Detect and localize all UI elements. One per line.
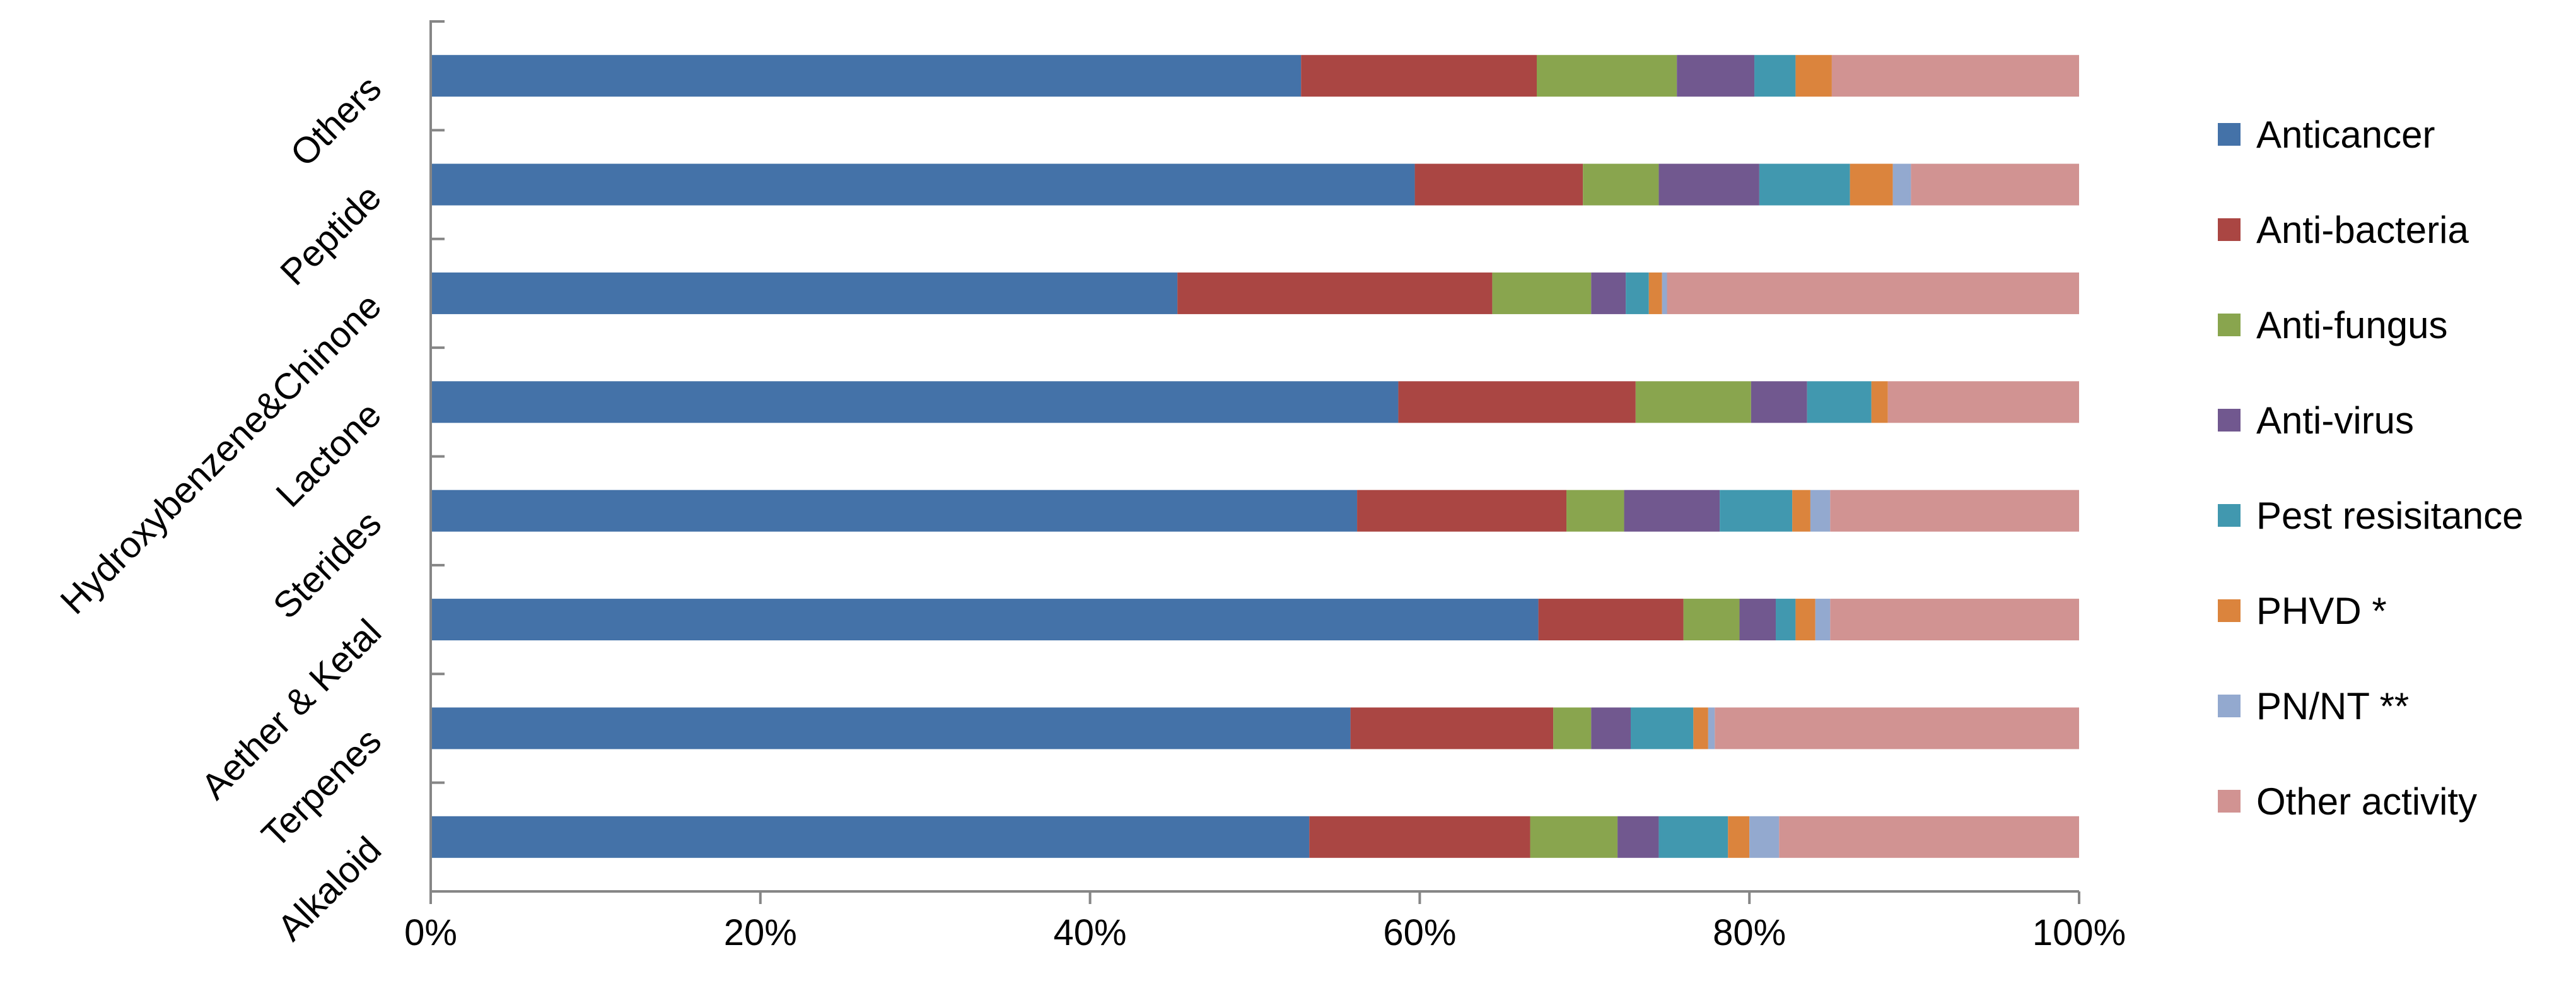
bar-sterides-other-activity [1830, 490, 2079, 532]
legend-swatch-pest-resisitance [2218, 504, 2241, 527]
bar-sterides-phvd [1792, 490, 1810, 532]
legend-swatch-anticancer [2218, 123, 2241, 146]
x-tick-label: 20% [724, 912, 797, 953]
bar-hydroxybenzene-chinone-pn-nt [1662, 272, 1667, 314]
bar-lactone-anti-fungus [1635, 381, 1751, 423]
category-label-others: Others [283, 68, 389, 174]
legend-swatch-phvd [2218, 599, 2241, 622]
x-tick-label: 80% [1713, 912, 1786, 953]
legend-label-anti-bacteria: Anti-bacteria [2256, 209, 2469, 251]
bar-alkaloid-pn-nt [1749, 816, 1780, 858]
bar-others-anticancer [431, 55, 1302, 97]
bar-peptide-other-activity [1911, 163, 2079, 206]
legend-label-anti-fungus: Anti-fungus [2256, 304, 2448, 346]
bars-group [431, 55, 2079, 858]
bar-terpenes-pn-nt [1708, 707, 1715, 749]
legend-label-pest-resisitance: Pest resisitance [2256, 495, 2524, 537]
bar-hydroxybenzene-chinone-other-activity [1667, 272, 2079, 314]
bar-aether-ketal-other-activity [1830, 599, 2079, 641]
bar-terpenes-anti-fungus [1553, 707, 1592, 749]
bar-alkaloid-anticancer [431, 816, 1310, 858]
bar-aether-ketal-pn-nt [1815, 599, 1831, 641]
legend-label-pn-nt: PN/NT ** [2256, 685, 2409, 727]
bar-hydroxybenzene-chinone-anti-bacteria [1177, 272, 1493, 314]
bar-others-phvd [1795, 55, 1832, 97]
bar-aether-ketal-pest-resisitance [1776, 599, 1796, 641]
bar-aether-ketal-anti-fungus [1683, 599, 1740, 641]
x-ticks-group: 0% 20% 40% 60% 80% 100% [404, 891, 2126, 953]
bar-peptide-anti-virus [1658, 163, 1759, 206]
bar-sterides-pn-nt [1810, 490, 1831, 532]
bar-peptide-pn-nt [1892, 163, 1911, 206]
x-tick-label: 40% [1054, 912, 1127, 953]
bar-terpenes-other-activity [1715, 707, 2079, 749]
bar-terpenes-anticancer [431, 707, 1351, 749]
bar-sterides-pest-resisitance [1720, 490, 1793, 532]
x-tick-label: 0% [404, 912, 457, 953]
bar-lactone-anti-bacteria [1398, 381, 1636, 423]
bar-alkaloid-anti-virus [1617, 816, 1659, 858]
legend-swatch-anti-virus [2218, 409, 2241, 432]
bar-lactone-pest-resisitance [1807, 381, 1872, 423]
bar-terpenes-anti-bacteria [1350, 707, 1554, 749]
bar-lactone-anti-virus [1751, 381, 1807, 423]
bar-lactone-other-activity [1887, 381, 2079, 423]
legend-label-phvd: PHVD * [2256, 590, 2387, 632]
bar-others-anti-virus [1677, 55, 1755, 97]
bar-terpenes-phvd [1693, 707, 1708, 749]
x-tick-label: 60% [1383, 912, 1456, 953]
bar-alkaloid-other-activity [1779, 816, 2079, 858]
legend-label-other-activity: Other activity [2256, 780, 2477, 823]
bar-terpenes-pest-resisitance [1630, 707, 1694, 749]
x-tick-label: 100% [2032, 912, 2126, 953]
category-label-peptide: Peptide [272, 177, 389, 293]
bar-others-anti-bacteria [1301, 55, 1537, 97]
bar-others-other-activity [1831, 55, 2079, 97]
bar-others-anti-fungus [1536, 55, 1677, 97]
bar-alkaloid-anti-fungus [1530, 816, 1618, 858]
bar-sterides-anti-virus [1624, 490, 1720, 532]
bar-sterides-anticancer [431, 490, 1358, 532]
bar-aether-ketal-anti-bacteria [1538, 599, 1684, 641]
bar-sterides-anti-bacteria [1357, 490, 1567, 532]
legend-swatch-pn-nt [2218, 695, 2241, 717]
bar-aether-ketal-phvd [1795, 599, 1815, 641]
legend-swatch-anti-fungus [2218, 314, 2241, 336]
legend: Anticancer Anti-bacteria Anti-fungus Anti-v… [2218, 114, 2524, 823]
bar-peptide-anti-bacteria [1414, 163, 1583, 206]
legend-label-anticancer: Anticancer [2256, 114, 2435, 156]
bar-alkaloid-phvd [1728, 816, 1750, 858]
bar-peptide-pest-resisitance [1759, 163, 1850, 206]
bar-peptide-phvd [1850, 163, 1893, 206]
bar-sterides-anti-fungus [1566, 490, 1624, 532]
bar-peptide-anti-fungus [1583, 163, 1659, 206]
bar-alkaloid-anti-bacteria [1309, 816, 1530, 858]
bar-alkaloid-pest-resisitance [1658, 816, 1728, 858]
bar-hydroxybenzene-chinone-phvd [1648, 272, 1662, 314]
legend-swatch-other-activity [2218, 790, 2241, 813]
bar-others-pest-resisitance [1754, 55, 1796, 97]
bar-hydroxybenzene-chinone-anti-virus [1591, 272, 1626, 314]
bar-hydroxybenzene-chinone-anti-fungus [1492, 272, 1592, 314]
bar-hydroxybenzene-chinone-anticancer [431, 272, 1178, 314]
bar-aether-ketal-anticancer [431, 599, 1539, 641]
bar-aether-ketal-anti-virus [1739, 599, 1776, 641]
bar-peptide-anticancer [431, 163, 1415, 206]
bar-lactone-phvd [1871, 381, 1888, 423]
bar-terpenes-anti-virus [1591, 707, 1631, 749]
category-label-sterides: Sterides [265, 503, 389, 626]
bar-lactone-anticancer [431, 381, 1399, 423]
bar-hydroxybenzene-chinone-pest-resisitance [1626, 272, 1649, 314]
legend-label-anti-virus: Anti-virus [2256, 399, 2414, 442]
legend-swatch-anti-bacteria [2218, 218, 2241, 241]
